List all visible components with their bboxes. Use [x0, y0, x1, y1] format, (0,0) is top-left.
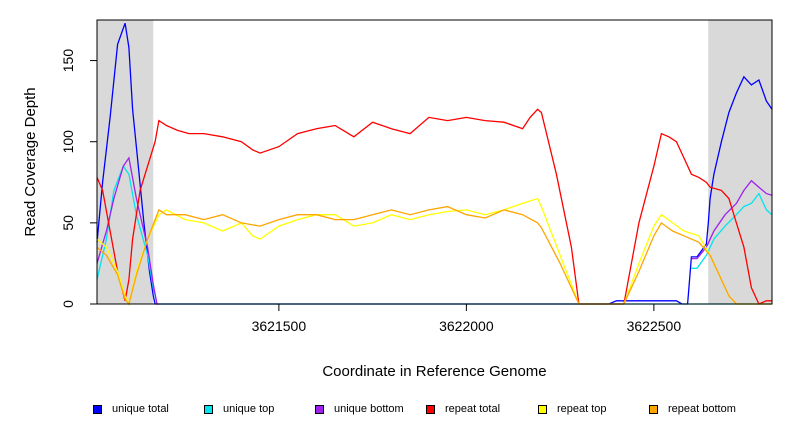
- legend-label: repeat top: [557, 403, 607, 415]
- x-axis: 3621500 3622000 3622500: [252, 304, 682, 334]
- shaded-region-1: [97, 20, 154, 304]
- x-tick-label: 3622000: [439, 318, 494, 334]
- shaded-region-2: [708, 20, 772, 304]
- legend-swatch: [538, 404, 547, 414]
- series-line-unique-top-right: [691, 192, 773, 269]
- legend-item-repeat-bottom: repeat bottom: [649, 400, 736, 418]
- series-line-unique-bottom: [96, 156, 159, 305]
- y-tick-label: 50: [60, 215, 76, 231]
- x-tick-label: 3621500: [252, 318, 307, 334]
- series-line-unique-top: [96, 164, 772, 305]
- y-tick-label: 100: [60, 130, 76, 154]
- legend-item-repeat-top: repeat top: [538, 400, 607, 418]
- plot-border: [96, 19, 773, 305]
- x-axis-title: Coordinate in Reference Genome: [322, 363, 546, 380]
- legend-label: unique total: [112, 403, 169, 415]
- x-tick-label: 3622500: [627, 318, 682, 334]
- legend-label: repeat bottom: [668, 403, 736, 415]
- y-axis: 0 50 100 150: [60, 49, 97, 308]
- y-tick-label: 0: [60, 300, 76, 308]
- shaded-regions: [97, 20, 772, 304]
- coverage-chart: 3621500 3622000 3622500 0 50 100 150 Coordina…: [22, 19, 773, 380]
- legend-label: unique top: [223, 403, 275, 415]
- series-line-repeat-top: [96, 197, 772, 306]
- series-line-unique-bottom-right: [691, 179, 773, 260]
- series-line-repeat-bottom: [96, 205, 772, 306]
- legend-swatch: [649, 404, 658, 414]
- legend-label: repeat total: [445, 403, 501, 415]
- legend-swatch: [315, 404, 324, 414]
- legend-swatch: [426, 404, 435, 414]
- y-tick-label: 150: [60, 49, 76, 73]
- series-lines: [96, 22, 773, 306]
- legend-swatch: [204, 404, 213, 414]
- chart-legend: unique total unique top unique bottom repea…: [0, 400, 792, 420]
- series-line-unique-total: [96, 22, 773, 305]
- legend-item-unique-total: unique total: [93, 400, 169, 418]
- legend-label: unique bottom: [334, 403, 404, 415]
- y-axis-title: Read Coverage Depth: [22, 87, 39, 236]
- legend-swatch: [93, 404, 102, 414]
- legend-item-unique-top: unique top: [204, 400, 274, 418]
- legend-item-unique-bottom: unique bottom: [315, 400, 404, 418]
- series-line-repeat-total: [96, 108, 772, 305]
- legend-item-repeat-total: repeat total: [426, 400, 500, 418]
